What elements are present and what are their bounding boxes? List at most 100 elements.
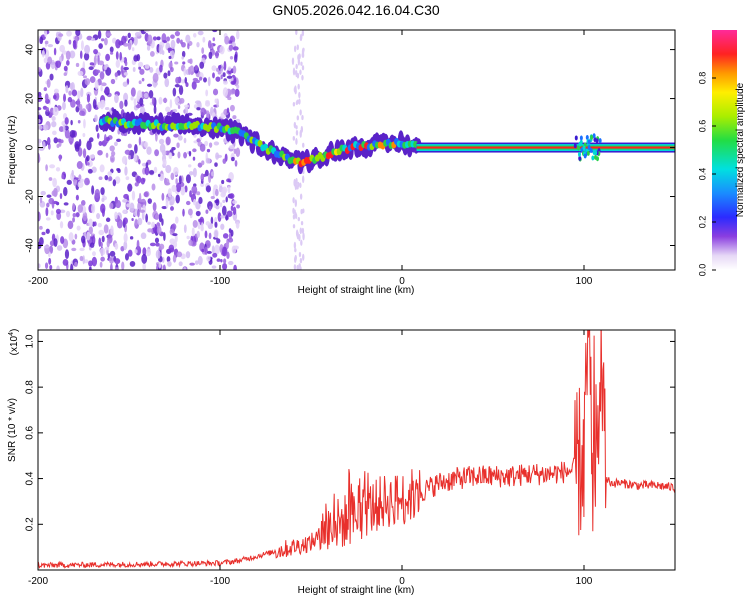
spectrogram-band-core	[416, 146, 675, 149]
spectrogram-noise-speck	[145, 213, 148, 223]
spectrogram-noise-speck	[185, 174, 191, 184]
spectrogram-noise-speck	[119, 51, 122, 61]
spectrogram-noise-speck	[65, 50, 71, 61]
spectrogram-noise-speck	[66, 60, 70, 66]
snr-y-ticks: 0.2 0.4 0.6 0.8 1.0	[25, 334, 675, 531]
spectrogram-noise-speck	[44, 40, 49, 45]
spectrogram-noise-speck	[125, 176, 130, 181]
spectrogram-noise-speck	[49, 265, 53, 270]
spectrogram-noise-speck	[293, 264, 297, 270]
spectrogram-noise-speck	[134, 143, 138, 154]
spectrogram-noise-speck	[127, 32, 131, 39]
spectrogram-noise-speck	[64, 129, 70, 139]
spectrogram-noise-speck	[75, 30, 81, 37]
spectrogram-noise-speck	[137, 217, 143, 226]
spectrogram-noise-speck	[195, 79, 200, 84]
spectrogram-noise-speck	[50, 210, 54, 216]
spectrogram-noise-speck	[139, 68, 145, 75]
figure-title: GN05.2026.042.16.04.C30	[272, 2, 440, 18]
spectrogram-noise-speck	[46, 78, 51, 88]
spectrogram-noise-speck	[296, 99, 299, 105]
spectrogram-noise-speck	[293, 86, 297, 93]
spectrogram-noise-speck	[177, 105, 181, 109]
spectrogram-noise-speck	[296, 72, 300, 79]
spectrogram-noise-speck	[97, 101, 102, 109]
spectrogram-noise-speck	[234, 88, 240, 98]
spectrogram-noise-speck	[234, 160, 238, 167]
spectrogram-disturbance	[578, 155, 582, 161]
spectrogram-noise-speck	[38, 211, 41, 222]
spectrogram-noise-speck	[212, 30, 218, 33]
spectrogram-noise-speck	[91, 203, 96, 214]
spectrogram-noise-speck	[232, 115, 237, 120]
spectrogram-noise-speck	[49, 240, 55, 247]
spectrogram-noise-speck	[142, 247, 147, 256]
spectrogram-noise-speck	[154, 213, 159, 220]
spectrogram-noise-speck	[301, 114, 304, 121]
spectrogram-disturbance	[590, 134, 594, 140]
spectrogram-noise-speck	[103, 134, 107, 144]
spectrogram-noise-speck	[166, 111, 172, 116]
spectrogram-noise-speck	[93, 221, 97, 227]
spectrogram-noise-speck	[301, 175, 305, 184]
spectrogram-noise-speck	[181, 50, 186, 58]
spectrogram-noise-speck	[152, 72, 159, 83]
spectrogram-noise-speck	[230, 205, 234, 212]
spectrogram-noise-speck	[76, 161, 83, 169]
colorbar-tick-label: 0.2	[697, 216, 707, 229]
spectrogram-noise-speck	[158, 138, 165, 145]
spectrogram-noise-speck	[146, 146, 152, 155]
spectrogram-noise-speck	[109, 154, 115, 163]
spectrogram-noise-speck	[44, 30, 48, 38]
spectrogram-noise-speck	[141, 141, 145, 147]
spectrogram-noise-speck	[177, 135, 183, 141]
spectrogram-noise-speck	[83, 52, 90, 61]
spectrogram-noise-speck	[302, 232, 305, 241]
spectrogram-noise-speck	[171, 184, 177, 193]
spectrogram-noise-speck	[295, 229, 299, 238]
spectrogram-noise-speck	[191, 227, 195, 237]
spectrogram-noise-speck	[47, 56, 53, 65]
spectrogram-noise-speck	[155, 249, 161, 259]
spectrogram-noise-speck	[166, 256, 171, 263]
spectrogram-noise-speck	[185, 251, 191, 259]
spectrogram-noise-speck	[215, 198, 220, 206]
spectrogram-noise-speck	[105, 32, 112, 37]
spectrogram-disturbance	[586, 150, 590, 156]
spectrogram-noise-speck	[110, 51, 114, 55]
spectrogram-noise-speck	[165, 106, 171, 113]
spectrogram-noise-speck	[45, 228, 50, 234]
spectrogram-noise-speck	[86, 231, 91, 241]
spectrogram-noise-speck	[123, 72, 129, 76]
spectrogram-noise-speck	[41, 231, 46, 236]
spectrogram-noise-speck	[229, 193, 235, 199]
spectrogram-noise-speck	[235, 118, 241, 123]
spectrogram-noise-speck	[298, 251, 302, 258]
spectrogram-noise-speck	[95, 124, 99, 132]
spectrogram-noise-speck	[220, 64, 224, 74]
spectrogram-noise-speck	[86, 140, 92, 151]
spectrogram-noise-speck	[213, 141, 220, 146]
spectrogram-noise-speck	[77, 70, 84, 77]
spectrogram-noise-speck	[103, 64, 108, 71]
spectrogram-noise-speck	[126, 203, 131, 208]
snr-scale-exponent: 4	[8, 332, 15, 336]
spectrogram-noise-speck	[38, 125, 43, 130]
spectrogram-noise-speck	[142, 263, 147, 270]
spectrogram-noise-speck	[124, 149, 131, 155]
spectrogram-noise-speck	[58, 126, 65, 133]
spectrogram-noise-speck	[205, 185, 211, 193]
spectrogram-noise-speck	[39, 196, 43, 204]
spectrogram-noise-speck	[204, 140, 209, 147]
spectrogram-noise-speck	[76, 225, 81, 231]
spectrogram-noise-speck	[111, 150, 116, 157]
spectrogram-noise-speck	[205, 209, 209, 214]
snr-x-tick-label: 0	[399, 576, 405, 587]
spectrogram-noise-speck	[156, 36, 161, 41]
spectrogram-noise-speck	[192, 156, 196, 161]
spectrogram-disturbance	[574, 135, 578, 141]
spectrogram-noise-speck	[229, 144, 235, 150]
spectrogram-disturbance	[598, 138, 602, 144]
snr-panel: -200 -100 0 100 0.2 0.4 0.6 0.8 1.0 Height of s…	[7, 329, 676, 596]
spectrogram-noise-speck	[67, 96, 73, 103]
